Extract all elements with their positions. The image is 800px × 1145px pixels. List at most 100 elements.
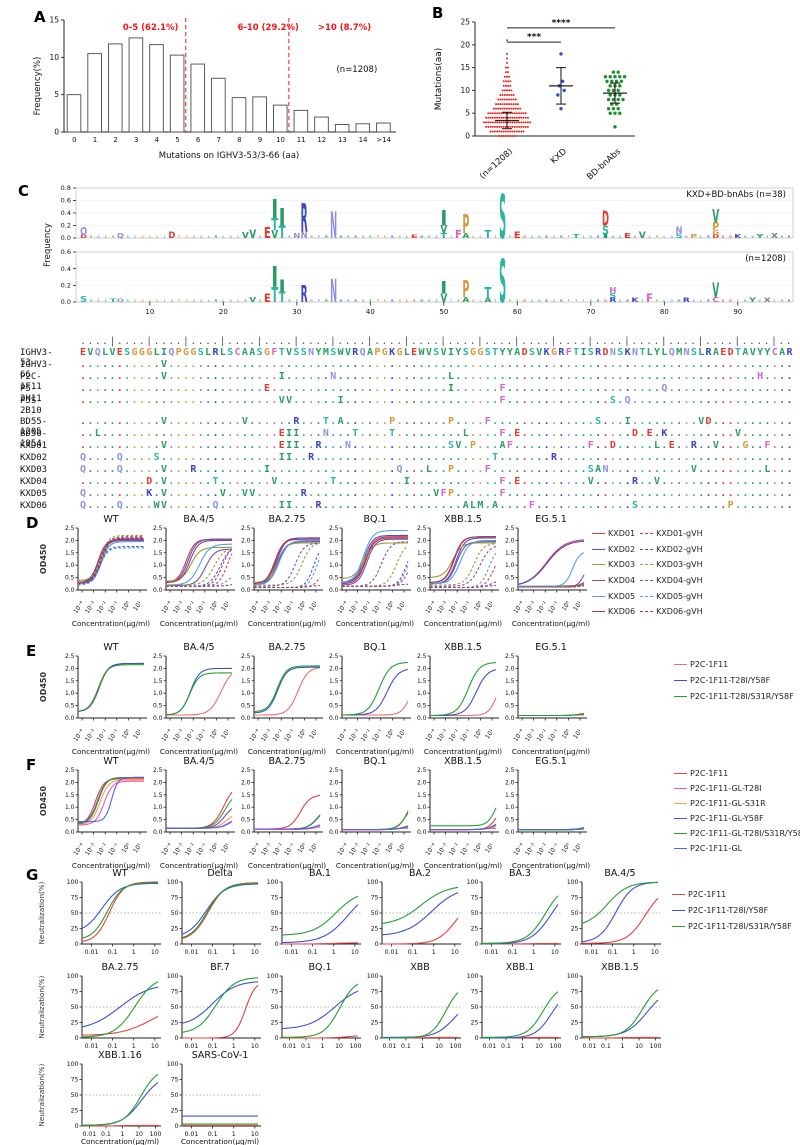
svg-text:K: K — [546, 234, 549, 238]
svg-text:60: 60 — [513, 308, 522, 316]
svg-text:10⁻⁴: 10⁻⁴ — [336, 600, 350, 615]
svg-text:10⁻³: 10⁻³ — [84, 600, 98, 615]
svg-text:1.5: 1.5 — [417, 550, 427, 557]
svg-text:1.5: 1.5 — [417, 792, 427, 799]
svg-text:V: V — [538, 234, 541, 238]
svg-text:10⁻³: 10⁻³ — [260, 600, 274, 615]
x-axis-title: Concentration(μg/ml) — [424, 861, 502, 870]
svg-text:15: 15 — [460, 63, 470, 72]
svg-text:V: V — [288, 298, 291, 302]
svg-text:1.5: 1.5 — [65, 678, 75, 685]
curve-P2C-1F11 — [582, 1036, 658, 1039]
curve-P2C-1F11 — [282, 1035, 358, 1039]
svg-text:10⁰: 10⁰ — [561, 600, 573, 613]
svg-text:N: N — [685, 234, 688, 238]
curve-P2C-1F11-T28I/Y58F — [82, 1082, 159, 1126]
svg-text:10⁻¹: 10⁻¹ — [547, 842, 561, 857]
svg-text:L: L — [208, 234, 210, 238]
curve-KXD06 — [78, 538, 144, 583]
svg-text:X: X — [771, 232, 779, 240]
subplot-BF.7: BF.7 0 25 50 75 100 0.01 0.1 1 10 — [167, 962, 261, 1050]
svg-text:10⁰: 10⁰ — [297, 728, 309, 741]
svg-text:100: 100 — [367, 879, 379, 886]
bar-5 — [169, 54, 185, 133]
svg-text:1.5: 1.5 — [417, 678, 427, 685]
curve-P2C-1F11-T28I/S31R/Y58F — [82, 1073, 159, 1126]
svg-text:10¹: 10¹ — [396, 600, 408, 613]
svg-text:M: M — [325, 298, 328, 302]
svg-text:30: 30 — [292, 308, 301, 316]
svg-text:A: A — [244, 298, 247, 302]
svg-text:10: 10 — [351, 949, 359, 956]
svg-text:S: S — [619, 234, 621, 238]
svg-text:G: G — [185, 298, 188, 302]
svg-text:50: 50 — [371, 1004, 379, 1011]
svg-text:50: 50 — [471, 1004, 479, 1011]
svg-text:V: V — [242, 231, 249, 240]
svg-text:75: 75 — [271, 895, 279, 902]
svg-text:N: N — [612, 234, 615, 238]
subplot-WT: WT 0.0 0.5 1.0 1.5 2.0 2.5 10⁻⁴10⁻³10⁻²10⁻¹ 10⁰ 1… — [65, 642, 150, 756]
svg-text:25: 25 — [271, 1020, 279, 1027]
svg-text:25: 25 — [71, 1020, 79, 1027]
svg-text:1.0: 1.0 — [329, 690, 339, 697]
legend-label: KXD04 — [608, 576, 636, 586]
svg-text:E: E — [514, 231, 521, 241]
svg-text:1.0: 1.0 — [153, 804, 163, 811]
svg-text:10⁰: 10⁰ — [385, 600, 397, 613]
svg-text:50: 50 — [71, 1092, 79, 1099]
legend-swatch — [640, 611, 654, 613]
subplot-BA.4/5: BA.4/5 0.0 0.5 1.0 1.5 2.0 2.5 10⁻⁴10⁻³10⁻²10⁻¹… — [153, 514, 238, 628]
svg-text:G: G — [472, 234, 475, 238]
legend-label: P2C-1F11-GL — [690, 844, 743, 853]
curve-KXD03 — [165, 546, 232, 582]
subplot-title: XBB.1.5 — [444, 642, 482, 653]
svg-text:2.5: 2.5 — [505, 653, 515, 660]
svg-text:0: 0 — [475, 941, 479, 948]
curve-P2C-1F11-T28I/Y58F — [482, 904, 559, 945]
subplot-title: XBB.1.5 — [601, 962, 639, 973]
svg-text:2.0: 2.0 — [153, 779, 163, 786]
svg-text:10: 10 — [251, 949, 259, 956]
svg-text:10⁻²: 10⁻² — [536, 600, 550, 615]
curve-P2C-1F11-GL — [78, 776, 144, 823]
svg-text:10⁻⁴: 10⁻⁴ — [512, 842, 526, 857]
legend-swatch — [674, 788, 687, 789]
svg-text:V: V — [112, 234, 115, 238]
svg-text:10⁻²: 10⁻² — [96, 600, 110, 615]
svg-text:N: N — [634, 234, 637, 238]
svg-text:P: P — [462, 210, 469, 240]
svg-text:10¹: 10¹ — [308, 842, 320, 855]
subplot-BQ.1: BQ.10.00.51.01.52.02.510⁻⁴10⁻³10⁻²10⁻¹ 10… — [329, 514, 414, 628]
legend-swatch — [592, 564, 605, 566]
subplot-title: BA.4/5 — [183, 514, 214, 525]
svg-text:100: 100 — [450, 1043, 462, 1050]
svg-text:10⁻⁴: 10⁻⁴ — [72, 842, 86, 857]
svg-text:10: 10 — [335, 1043, 343, 1050]
curve-KXD01 — [253, 537, 320, 586]
svg-text:N: N — [330, 204, 337, 247]
svg-text:75: 75 — [271, 989, 279, 996]
curve-P2C-1F11-GL-Y58F — [166, 808, 233, 829]
svg-text:1.0: 1.0 — [65, 562, 75, 569]
svg-text:10⁻⁴: 10⁻⁴ — [72, 728, 86, 743]
svg-text:F: F — [455, 229, 462, 241]
subplot-XBB.1.5: XBB.1.5 0.0 0.5 1.0 1.5 2.0 2.5 10⁻⁴10⁻³10⁻²10⁻… — [417, 642, 502, 756]
svg-text:0.5: 0.5 — [153, 703, 163, 710]
curve-P2C-1F11-T28I/S31R/Y58F — [81, 882, 158, 939]
svg-text:10: 10 — [251, 1131, 259, 1138]
subplot-title: WT — [103, 756, 118, 767]
svg-text:10⁻²: 10⁻² — [96, 728, 110, 743]
subplot-EG.5.1: EG.5.1 0.0 0.5 1.0 1.5 2.0 2.5 10⁻⁴10⁻³10⁻²10⁻¹… — [505, 642, 590, 756]
svg-text:0.0: 0.0 — [153, 715, 163, 722]
bar-2 — [107, 43, 123, 133]
svg-text:10⁻¹: 10⁻¹ — [283, 728, 297, 743]
svg-text:1.5: 1.5 — [329, 792, 339, 799]
svg-text:0.01: 0.01 — [485, 949, 499, 956]
svg-text:I: I — [271, 195, 278, 225]
legend-f: P2C-1F11 P2C-1F11-GL-T28I P2C-1F11-GL-S31R… — [674, 766, 800, 856]
svg-text:A: A — [369, 298, 372, 302]
svg-text:13: 13 — [338, 136, 347, 144]
